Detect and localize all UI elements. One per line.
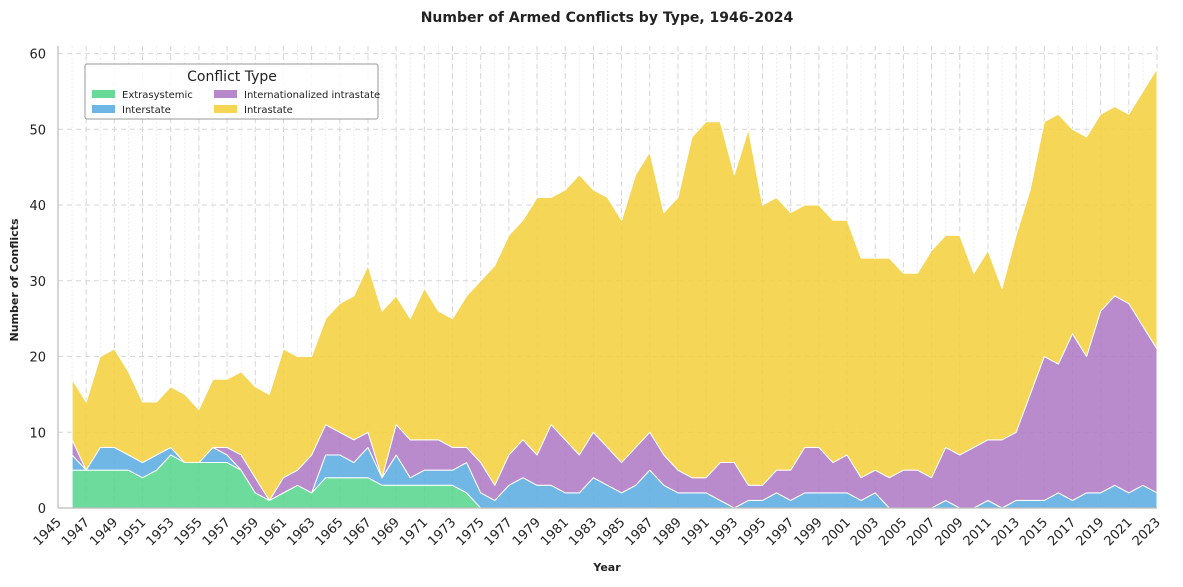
legend-title: Conflict Type (187, 69, 277, 85)
x-tick-label: 2013 (989, 515, 1023, 549)
x-tick-label: 1983 (566, 515, 600, 549)
x-tick-label: 1963 (284, 515, 318, 549)
x-tick-label: 2009 (933, 515, 967, 549)
y-tick-label: 30 (29, 275, 46, 290)
legend-label-intrastate: Intrastate (244, 105, 293, 116)
x-axis-label: Year (592, 561, 621, 574)
y-tick-label: 60 (29, 48, 46, 63)
x-tick-label: 1991 (679, 515, 713, 549)
x-tick-label: 1989 (651, 515, 685, 549)
legend-swatch-internationalized-intrastate (214, 90, 237, 98)
y-tick-label: 20 (29, 351, 46, 366)
legend-swatch-intrastate (214, 105, 237, 113)
legend-label-extrasystemic: Extrasystemic (122, 90, 193, 101)
x-tick-label: 2023 (1130, 515, 1164, 549)
x-tick-label: 1965 (313, 515, 347, 549)
x-tick-label: 1993 (707, 515, 741, 549)
x-tick-label: 1971 (397, 515, 431, 549)
x-tick-label: 1981 (538, 515, 572, 549)
x-tick-label: 1973 (425, 515, 459, 549)
x-tick-label: 1949 (87, 515, 121, 549)
plot-areas (71, 68, 1158, 509)
x-tick-label: 2001 (820, 515, 854, 549)
x-tick-label: 2019 (1073, 515, 1107, 549)
chart-title: Number of Armed Conflicts by Type, 1946-… (421, 10, 794, 26)
x-tick-label: 2003 (848, 515, 882, 549)
x-tick-label: 1955 (172, 515, 206, 549)
x-tick-label: 1961 (256, 515, 290, 549)
x-tick-label: 1959 (228, 515, 262, 549)
legend: Conflict Type Extrasystemic Interstate Int… (84, 63, 380, 120)
x-tick-label: 1957 (200, 515, 234, 549)
x-tick-label: 1999 (792, 515, 826, 549)
x-tick-label: 1995 (735, 515, 769, 549)
x-tick-label: 1967 (341, 515, 375, 549)
x-tick-label: 1975 (454, 515, 488, 549)
y-tick-label: 40 (29, 199, 46, 214)
x-tick-label: 1977 (482, 515, 516, 549)
x-tick-label: 2011 (961, 515, 995, 549)
legend-label-interstate: Interstate (122, 105, 171, 116)
y-tick-label: 0 (38, 502, 46, 517)
x-tick-label: 2007 (904, 515, 938, 549)
x-tick-label: 1985 (594, 515, 628, 549)
y-tick-label: 50 (29, 123, 46, 138)
x-tick-label: 1987 (623, 515, 657, 549)
x-tick-label: 2015 (1017, 515, 1051, 549)
legend-swatch-interstate (92, 105, 115, 113)
x-tick-label: 1969 (369, 515, 403, 549)
x-tick-label: 2005 (876, 515, 910, 549)
x-tick-label: 2021 (1102, 515, 1136, 549)
area-intrastate (71, 68, 1158, 501)
legend-swatch-extrasystemic (92, 90, 115, 98)
legend-label-internationalized-intrastate: Internationalized intrastate (244, 90, 380, 101)
x-tick-label: 1945 (31, 515, 65, 549)
x-tick-label: 1947 (59, 515, 93, 549)
x-tick-label: 1951 (115, 515, 149, 549)
x-tick-label: 1997 (763, 515, 797, 549)
x-tick-label: 2017 (1045, 515, 1079, 549)
x-tick-label: 1979 (510, 515, 544, 549)
x-tick-label: 1953 (144, 515, 178, 549)
y-tick-label: 10 (29, 426, 46, 441)
y-axis-label: Number of Conflicts (8, 218, 21, 341)
